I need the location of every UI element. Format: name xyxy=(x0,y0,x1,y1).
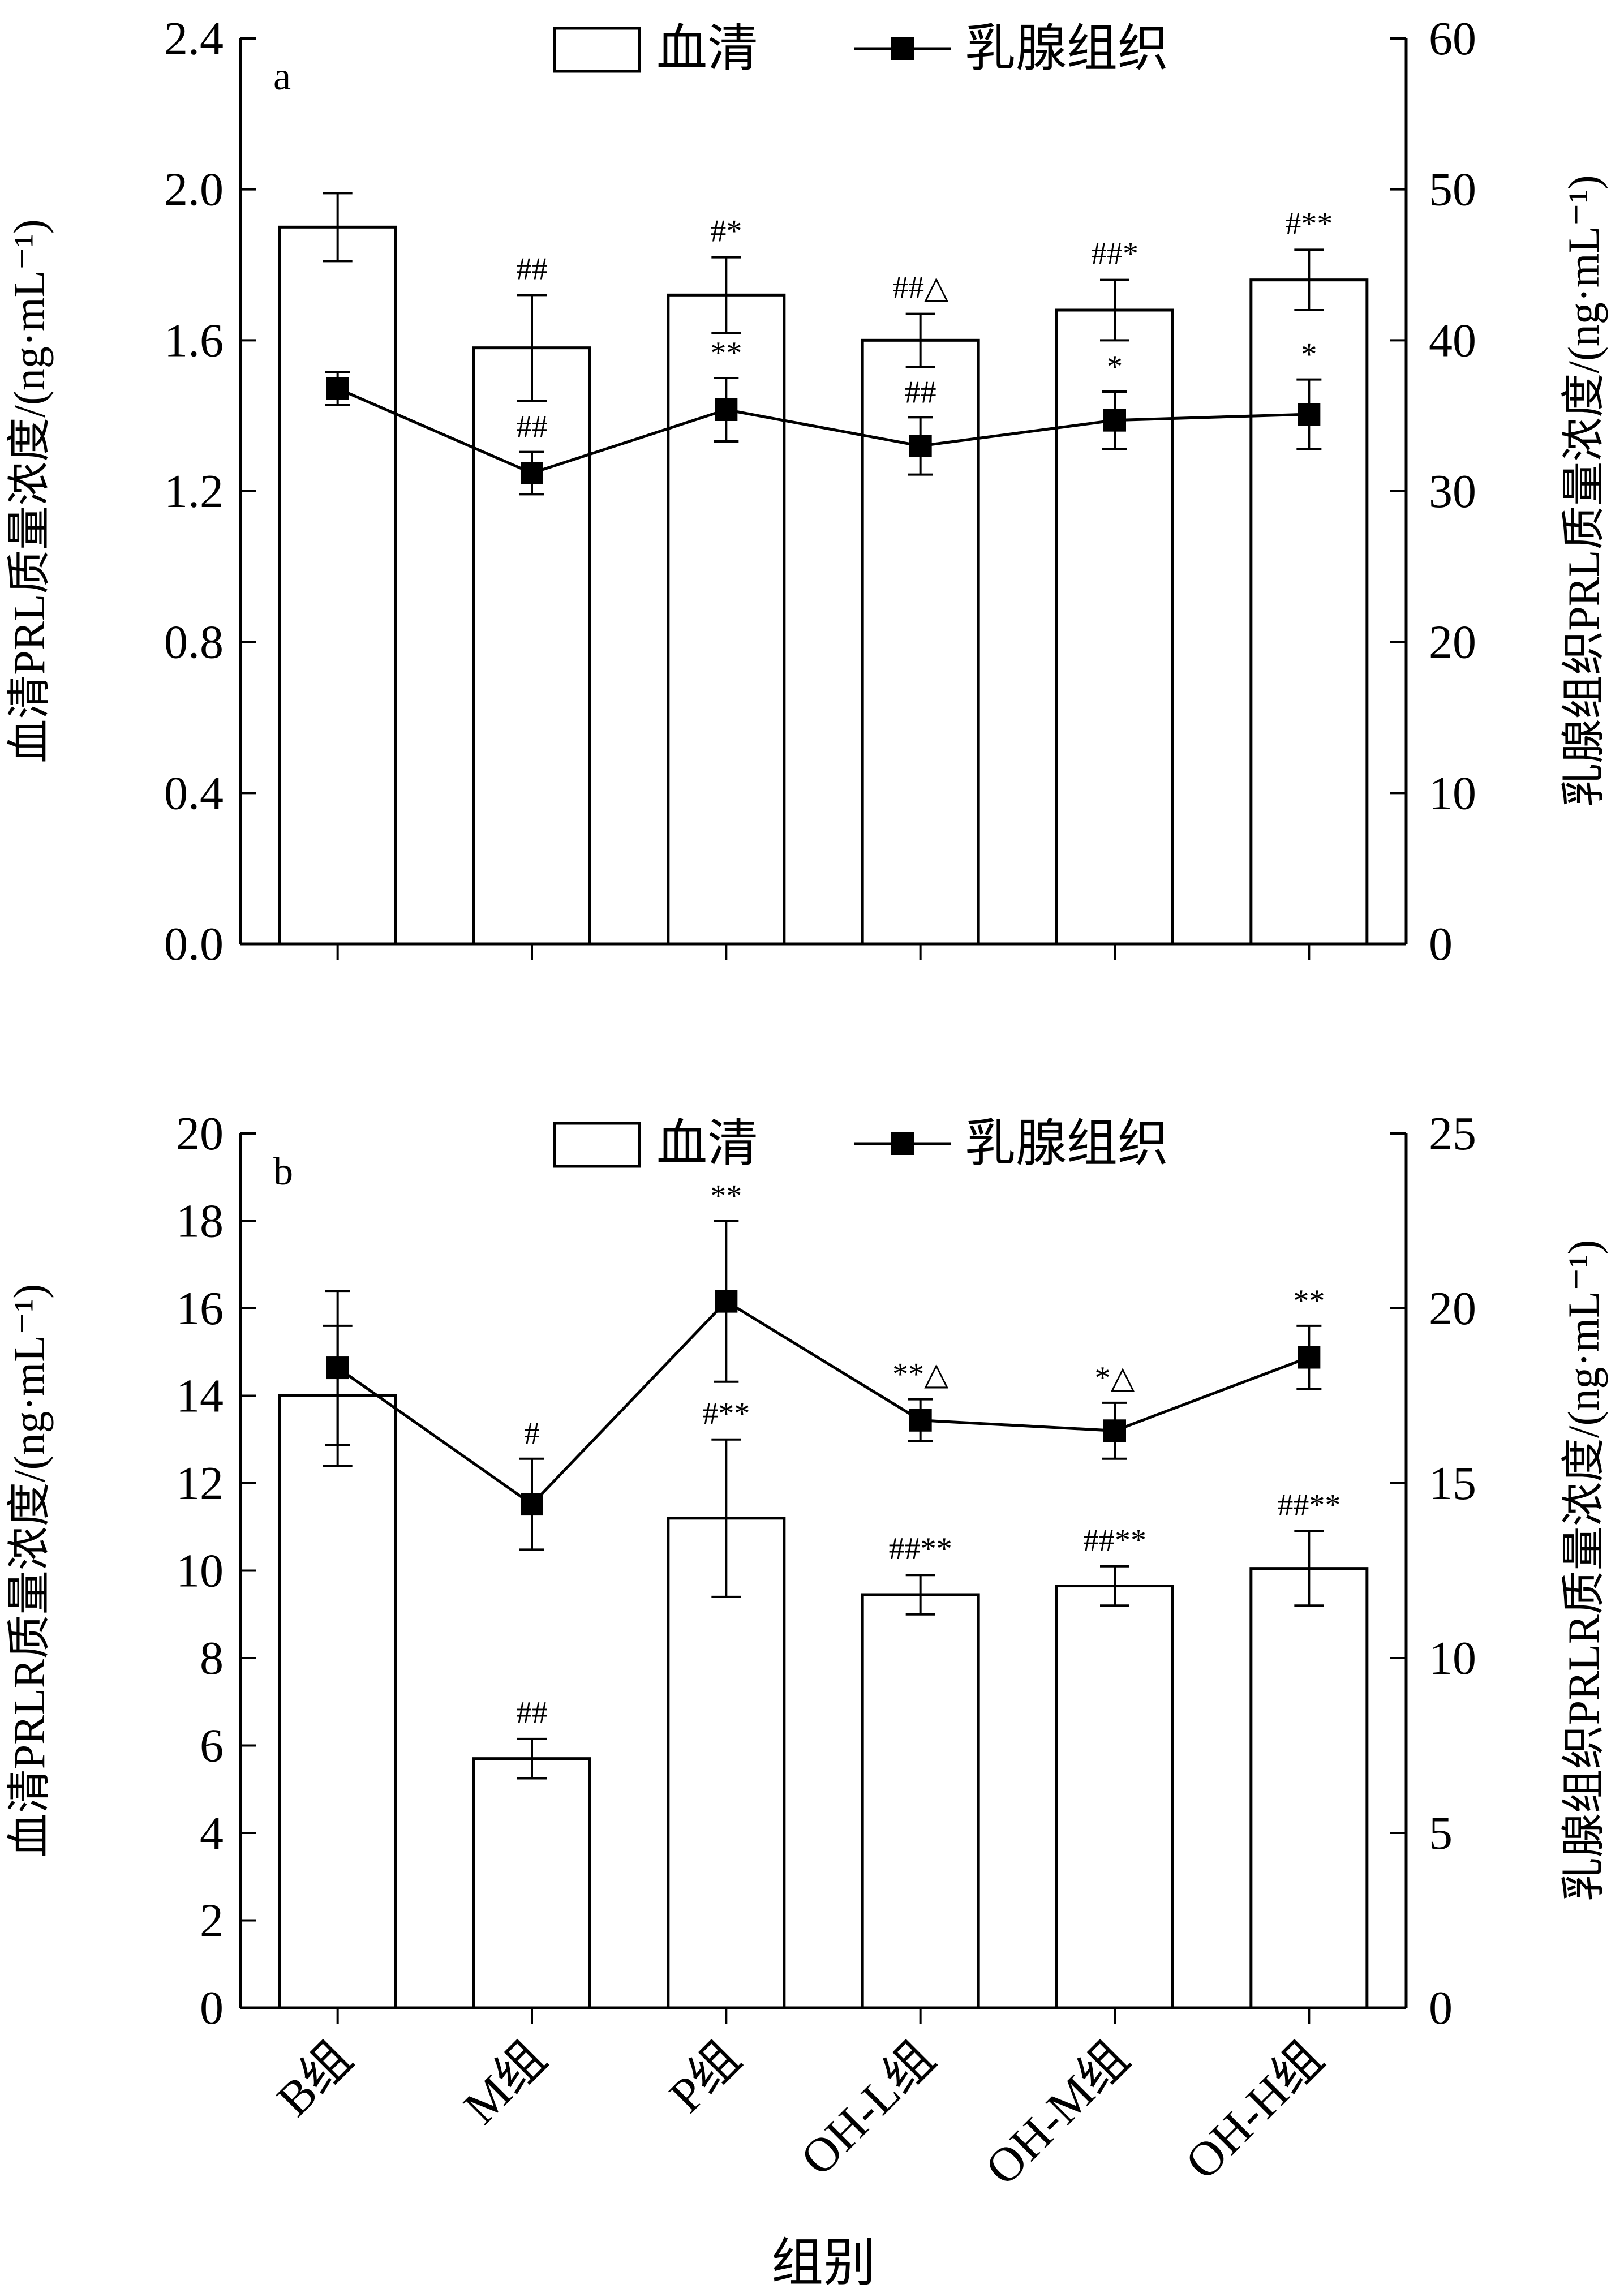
bar-serum xyxy=(278,225,397,946)
line-tissue xyxy=(337,1299,1310,1506)
bar-serum xyxy=(1249,1567,1369,2009)
left-tick-label: 2.0 xyxy=(164,164,224,216)
legend-bar-swatch xyxy=(553,27,641,73)
left-tick-label: 20 xyxy=(176,1107,224,1160)
line-point-marker xyxy=(1298,403,1321,426)
left-tick-label: 4 xyxy=(200,1807,224,1860)
x-category-label: P组 xyxy=(659,2031,751,2123)
right-tick-label: 20 xyxy=(1429,1282,1476,1335)
legend-bar-label: 血清 xyxy=(656,21,758,77)
line-significance-label: **△ xyxy=(892,1357,948,1392)
line-point-marker xyxy=(1298,1346,1321,1369)
left-tick-label: 12 xyxy=(176,1457,224,1510)
x-category-label: M组 xyxy=(453,2031,557,2135)
bar-significance-label: ## xyxy=(516,1695,548,1731)
bar-significance-label: #* xyxy=(710,214,742,249)
left-tick-label: 1.6 xyxy=(164,314,224,367)
line-significance-label: * xyxy=(1107,349,1123,384)
right-tick-label: 50 xyxy=(1429,164,1476,216)
left-tick-label: 0.4 xyxy=(164,767,224,819)
left-tick-label: 16 xyxy=(176,1282,224,1335)
x-axis-title: 组别 xyxy=(771,2234,875,2292)
line-point-marker xyxy=(909,1409,932,1432)
line-point-marker xyxy=(326,377,349,400)
line-significance-label: ## xyxy=(516,410,548,445)
bar-serum xyxy=(861,1593,980,2009)
chart-panel-b: 0 2 4 6 8 10 12 14 16 18 20 0 5 10 15 20 25 血清PRLR质量浓度/(n… xyxy=(5,1107,1608,2292)
line-significance-label: *△ xyxy=(1094,1360,1135,1395)
legend-bar-label: 血清 xyxy=(656,1116,758,1172)
panel-label: b xyxy=(273,1150,293,1193)
line-tissue xyxy=(337,387,1309,475)
line-point-marker xyxy=(1103,1419,1126,1442)
y-axis-title-left: 血清PRL质量浓度/(ng·mL⁻¹) xyxy=(5,219,54,763)
right-tick-label: 60 xyxy=(1429,12,1476,65)
line-point-marker xyxy=(715,1290,738,1313)
bar-significance-label: ## xyxy=(516,251,548,286)
bar-significance-label: #** xyxy=(1285,206,1333,241)
line-point-marker xyxy=(715,398,738,421)
line-significance-label: ## xyxy=(905,375,936,410)
right-tick-label: 25 xyxy=(1429,1107,1476,1160)
left-tick-label: 0 xyxy=(200,1982,224,2034)
bar-serum xyxy=(1055,1585,1174,2009)
right-tick-label: 10 xyxy=(1429,1632,1476,1685)
line-point-marker xyxy=(521,462,543,484)
right-tick-label: 10 xyxy=(1429,767,1476,819)
x-category-label: OH-M组 xyxy=(975,2031,1140,2196)
x-category-label: OH-L组 xyxy=(790,2031,945,2186)
line-significance-label: # xyxy=(524,1416,540,1452)
left-tick-label: 2 xyxy=(200,1895,224,1947)
legend-line-label: 乳腺组织 xyxy=(965,1116,1168,1172)
legend-line-marker xyxy=(891,1132,914,1155)
left-tick-label: 18 xyxy=(176,1195,224,1248)
bar-significance-label: ##** xyxy=(889,1531,952,1566)
legend-line-label: 乳腺组织 xyxy=(965,21,1168,77)
left-tick-label: 6 xyxy=(200,1720,224,1772)
left-tick-label: 14 xyxy=(176,1370,224,1423)
right-tick-label: 20 xyxy=(1429,616,1476,669)
left-tick-label: 2.4 xyxy=(164,12,224,65)
line-significance-label: ** xyxy=(1293,1283,1325,1319)
right-tick-label: 0 xyxy=(1429,1982,1453,2034)
bar-serum xyxy=(278,1394,397,2009)
left-tick-label: 0.8 xyxy=(164,616,224,669)
right-tick-label: 40 xyxy=(1429,314,1476,367)
right-tick-label: 0 xyxy=(1429,918,1453,971)
line-point-marker xyxy=(521,1493,543,1516)
y-axis-title-right: 乳腺组织PRLR质量浓度/(ng·mL⁻¹) xyxy=(1559,1240,1608,1902)
x-category-label: B组 xyxy=(267,2031,362,2127)
line-point-marker xyxy=(909,435,932,457)
legend-line-marker xyxy=(891,37,914,60)
right-tick-label: 5 xyxy=(1429,1807,1453,1860)
line-significance-label: ** xyxy=(710,1179,742,1214)
right-tick-label: 30 xyxy=(1429,465,1476,518)
x-category-label: OH-H组 xyxy=(1175,2031,1334,2190)
chart-panel-a: 0.0 0.4 0.8 1.2 1.6 2.0 2.4 0 10 20 30 40 50 60 血清PRL质… xyxy=(5,12,1608,971)
right-tick-label: 15 xyxy=(1429,1457,1476,1510)
bar-serum xyxy=(472,346,591,946)
bar-significance-label: ##* xyxy=(1091,237,1138,272)
left-tick-label: 10 xyxy=(176,1545,224,1598)
panel-label: a xyxy=(273,55,291,98)
y-axis-title-right: 乳腺组织PRL质量浓度/(ng·mL⁻¹) xyxy=(1559,175,1608,808)
left-tick-label: 0.0 xyxy=(164,918,224,971)
left-tick-label: 8 xyxy=(200,1632,224,1685)
bar-significance-label: ##** xyxy=(1277,1488,1341,1523)
legend-bar-swatch xyxy=(553,1122,641,1168)
bar-significance-label: ##** xyxy=(1083,1523,1146,1558)
line-point-marker xyxy=(1103,409,1126,432)
y-axis-title-left: 血清PRLR质量浓度/(ng·mL⁻¹) xyxy=(5,1284,54,1858)
line-point-marker xyxy=(326,1356,349,1380)
line-significance-label: * xyxy=(1301,337,1317,372)
line-significance-label: ** xyxy=(710,336,742,371)
bar-significance-label: #** xyxy=(702,1396,750,1431)
bar-significance-label: ##△ xyxy=(892,270,948,306)
left-tick-label: 1.2 xyxy=(164,465,224,518)
bar-serum xyxy=(472,1757,591,2009)
